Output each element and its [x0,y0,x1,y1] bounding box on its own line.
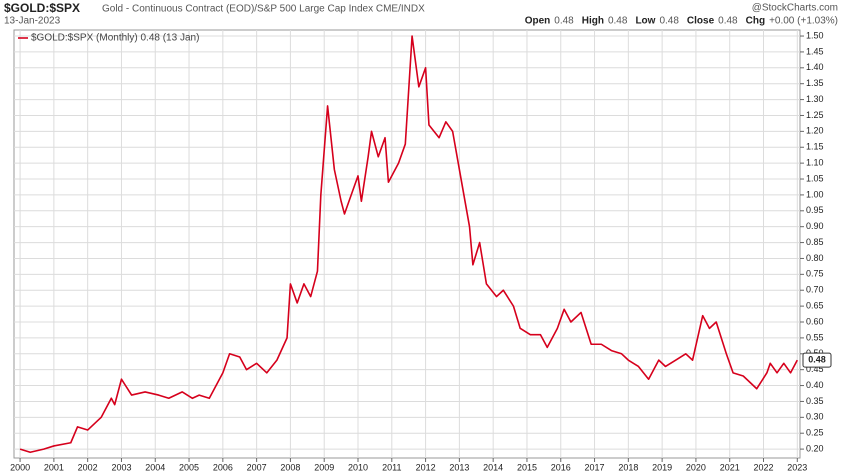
y-tick-label: 0.70 [806,285,824,295]
y-tick-label: 0.65 [806,300,824,310]
y-tick-label: 0.30 [806,412,824,422]
x-tick-label: 2020 [686,462,706,472]
chart-title: $GOLD:$SPX [4,1,80,15]
chart-subtitle: Gold - Continuous Contract (EOD)/S&P 500… [102,4,425,15]
x-tick-label: 2015 [517,462,537,472]
y-tick-label: 0.95 [806,205,824,215]
x-tick-label: 2010 [348,462,368,472]
y-tick-label: 0.55 [806,332,824,342]
quote-value: 0.48 [554,16,574,27]
y-tick-label: 0.60 [806,316,824,326]
quote-value: 0.48 [718,16,738,27]
y-tick-label: 0.90 [806,221,824,231]
x-tick-label: 2023 [787,462,807,472]
y-tick-label: 0.20 [806,443,824,453]
x-tick-label: 2018 [618,462,638,472]
y-tick-label: 1.00 [806,189,824,199]
plot-frame [13,29,801,459]
y-tick-label: 1.10 [806,158,824,168]
y-tick-label: 1.50 [806,30,824,40]
x-tick-label: 2022 [753,462,773,472]
x-tick-label: 2005 [179,462,199,472]
data-line [19,35,799,454]
x-tick-label: 2014 [483,462,503,472]
y-tick-label: 1.25 [806,110,824,120]
y-tick-label: 0.35 [806,396,824,406]
x-tick-label: 2013 [449,462,469,472]
y-tick-label: 0.75 [806,269,824,279]
x-tick-label: 2002 [78,462,98,472]
y-tick-label: 0.85 [806,237,824,247]
y-tick-label: 1.35 [806,78,824,88]
x-tick-label: 2011 [382,462,401,472]
y-tick-label: 1.30 [806,94,824,104]
last-value-box [802,352,832,368]
last-value-label: 0.48 [808,355,826,365]
quote: +0.00 (+1.03%)Chg0.48Close0.48Low0.48Hig… [525,16,838,27]
quote-value: +0.00 (+1.03%) [769,16,838,27]
source: @StockCharts.com [752,3,838,14]
x-tick-label: 2003 [111,462,131,472]
y-tick-label: 1.45 [806,46,824,56]
y-tick-label: 1.20 [806,126,824,136]
x-tick-label: 2001 [44,462,64,472]
x-tick-label: 2016 [551,462,571,472]
quote-value: 0.48 [659,16,679,27]
x-tick-label: 2008 [280,462,300,472]
x-tick-label: 2019 [652,462,672,472]
quote-value: 0.48 [608,16,628,27]
x-tick-label: 2012 [416,462,436,472]
y-tick-label: 1.05 [806,173,824,183]
chart-date: 13-Jan-2023 [4,16,61,27]
y-tick-label: 0.80 [806,253,824,263]
x-tick-label: 2006 [213,462,233,472]
y-tick-label: 0.40 [806,380,824,390]
x-tick-label: 2000 [10,462,30,472]
x-tick-label: 2009 [314,462,334,472]
y-tick-label: 0.45 [806,364,824,374]
x-tick-label: 2007 [247,462,267,472]
legend-label: $GOLD:$SPX (Monthly) 0.48 (13 Jan) [31,33,199,44]
quote-label: Open [525,16,551,27]
x-tick-label: 2017 [585,462,605,472]
quote-label: Close [687,16,715,27]
x-tick-label: 2021 [720,462,740,472]
y-tick-label: 1.40 [806,62,824,72]
quote-label: High [582,16,604,27]
y-tick-label: 0.25 [806,428,824,438]
quote-label: Low [635,16,655,27]
y-tick-label: 1.15 [806,142,824,152]
quote-label: Chg [746,16,765,27]
x-tick-label: 2004 [145,462,165,472]
